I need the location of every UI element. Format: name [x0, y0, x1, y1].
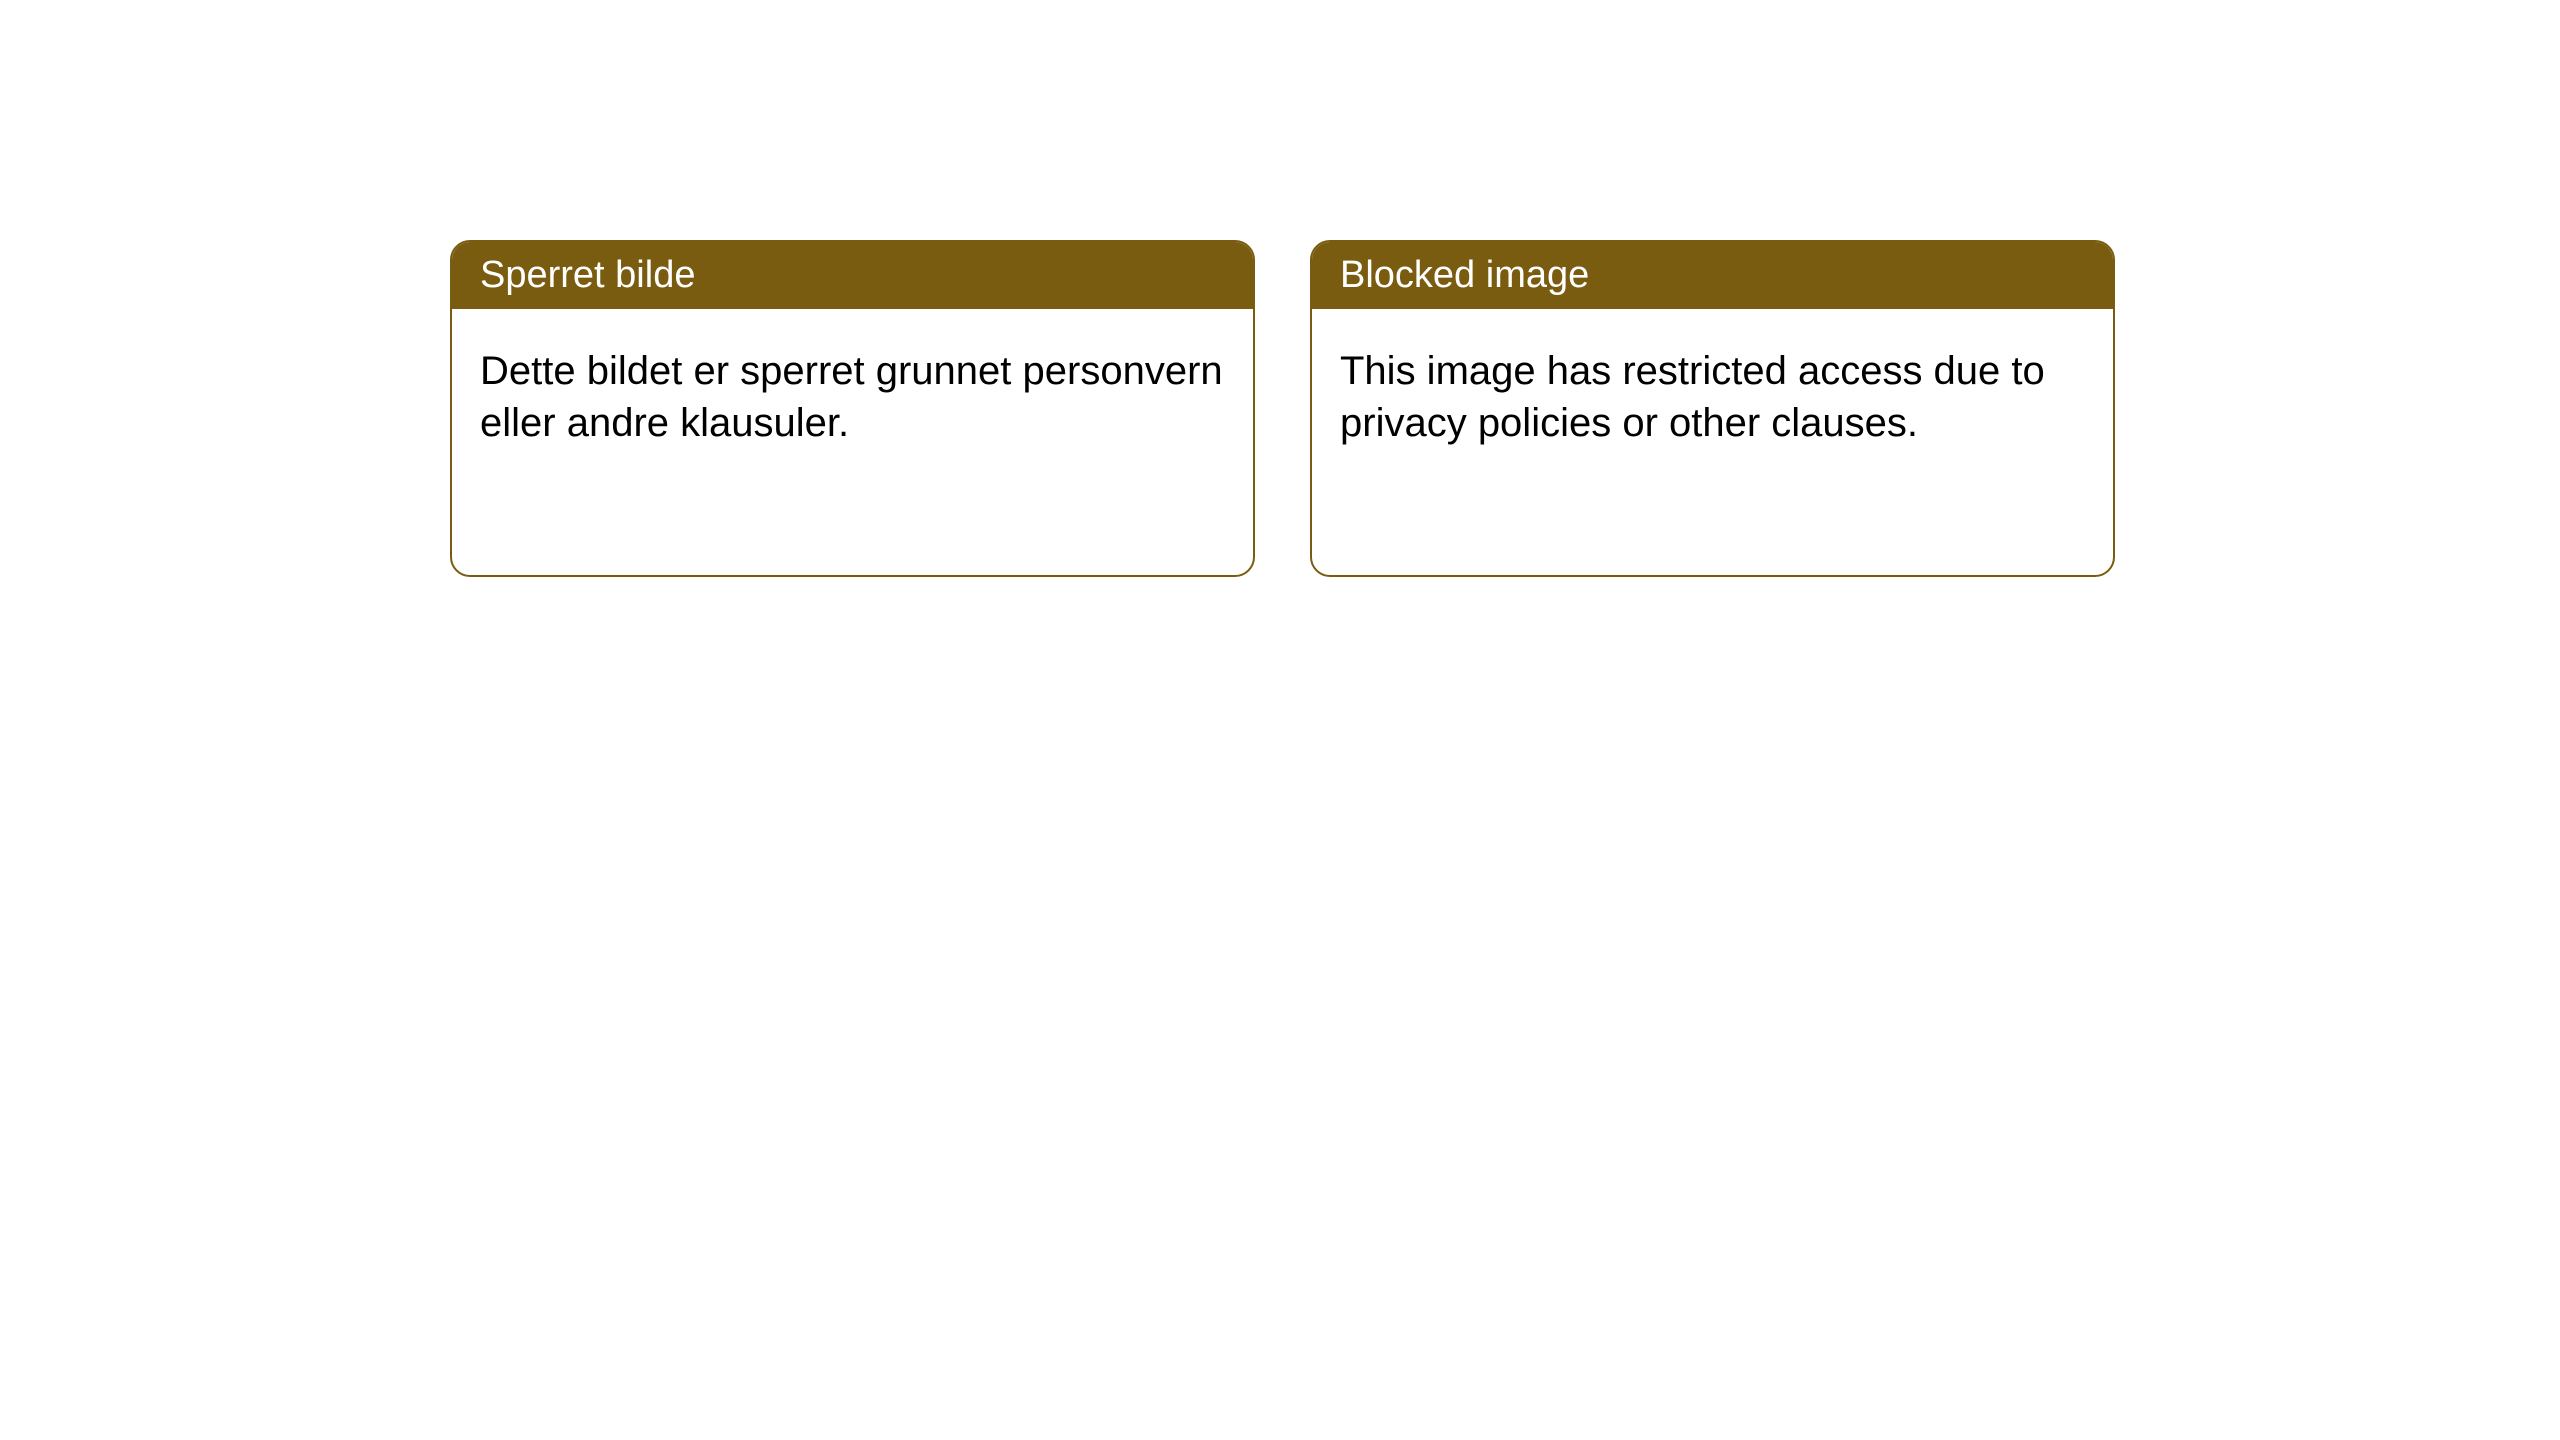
notice-card-english: Blocked image This image has restricted …: [1310, 240, 2115, 577]
card-title: Blocked image: [1340, 254, 1589, 296]
notice-container: Sperret bilde Dette bildet er sperret gr…: [0, 0, 2560, 577]
card-body: This image has restricted access due to …: [1312, 309, 2113, 485]
card-body-text: Dette bildet er sperret grunnet personve…: [480, 349, 1223, 445]
card-body: Dette bildet er sperret grunnet personve…: [452, 309, 1253, 485]
card-header: Blocked image: [1312, 242, 2113, 309]
notice-card-norwegian: Sperret bilde Dette bildet er sperret gr…: [450, 240, 1255, 577]
card-title: Sperret bilde: [480, 254, 695, 296]
card-body-text: This image has restricted access due to …: [1340, 349, 2045, 445]
card-header: Sperret bilde: [452, 242, 1253, 309]
